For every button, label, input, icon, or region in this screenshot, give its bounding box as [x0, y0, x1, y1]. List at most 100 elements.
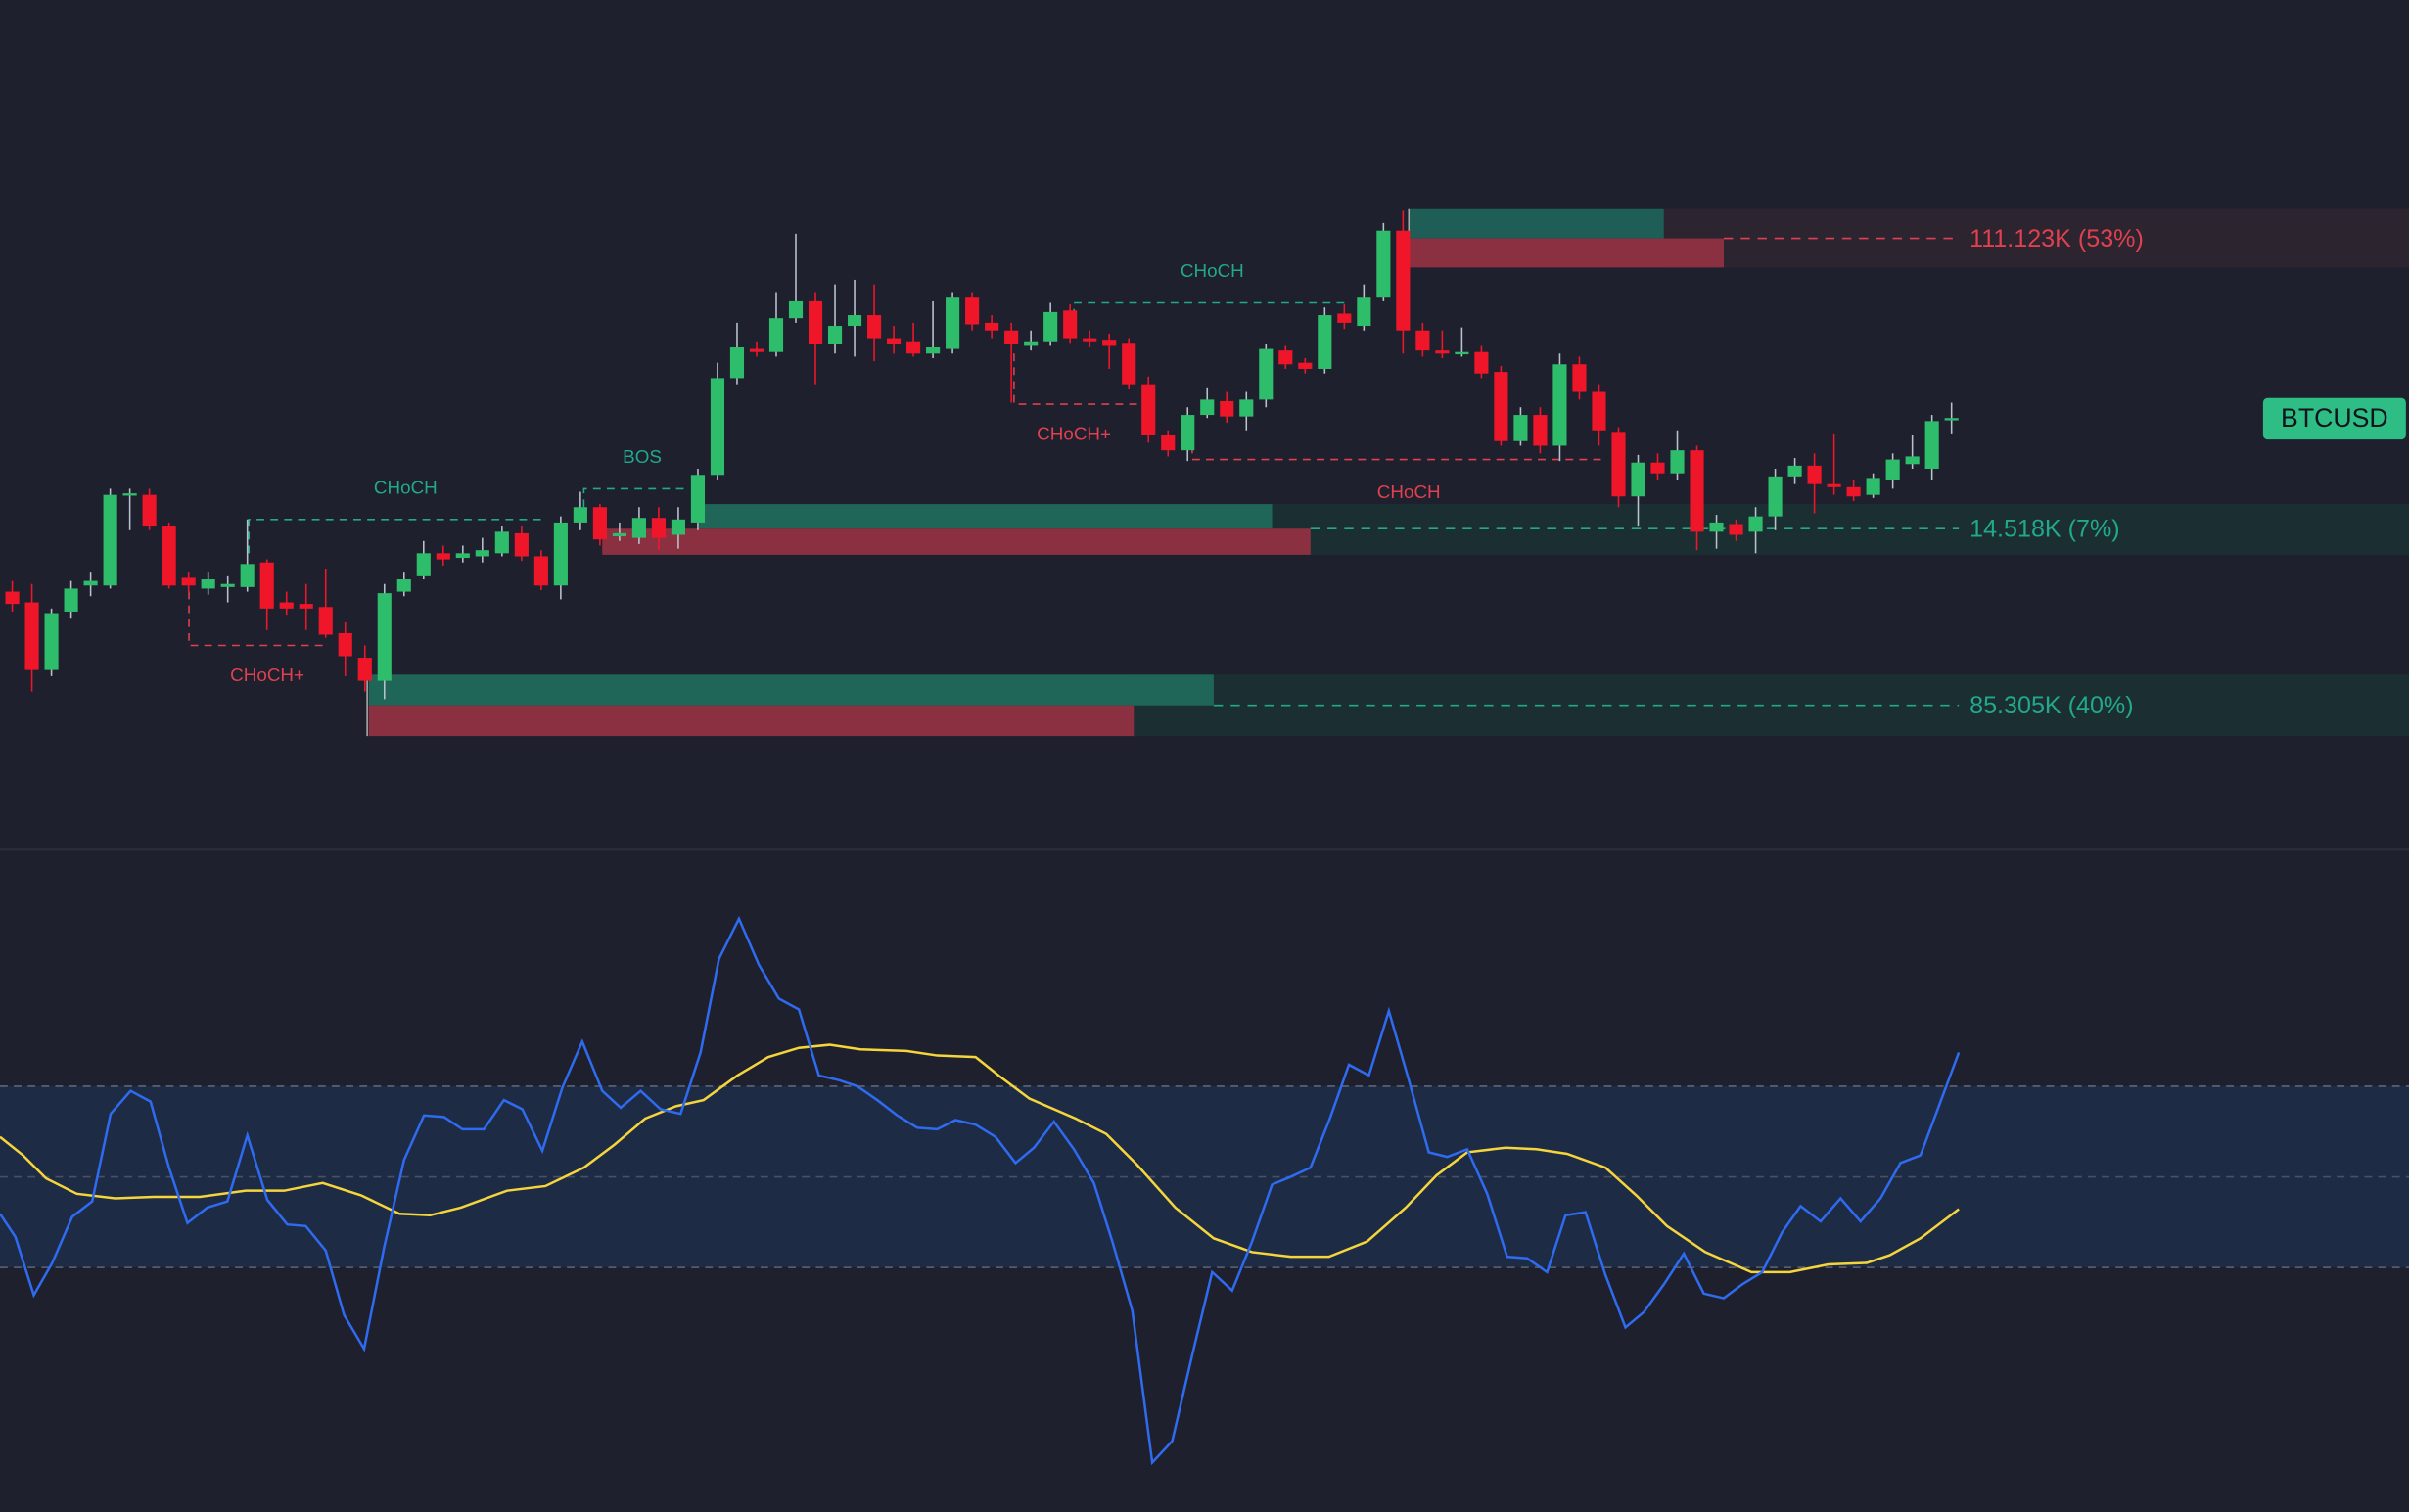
candle-body [1474, 351, 1489, 374]
candle-body [1827, 483, 1841, 487]
candle-body [1161, 435, 1176, 451]
candle-body [318, 607, 333, 635]
candle-body [965, 297, 980, 325]
level-label: 85.305K (40%) [1969, 692, 2134, 719]
candle-body [573, 507, 587, 523]
candle-body [1200, 399, 1215, 416]
candle-body [181, 577, 196, 586]
structure-label: BOS [623, 446, 662, 467]
candle-body [122, 493, 137, 496]
candle-body [64, 588, 78, 612]
candle-body [1552, 364, 1567, 446]
candle-body [1102, 340, 1117, 346]
candle-body [5, 591, 20, 605]
candle-body [1396, 230, 1411, 331]
candle-body [1337, 313, 1352, 323]
symbol-label: BTCUSD [2281, 403, 2388, 433]
candle-body [1298, 362, 1313, 369]
candle-body [710, 378, 725, 476]
candle-body [1690, 450, 1704, 532]
candle-body [1494, 372, 1508, 441]
candle-body [357, 658, 372, 681]
candle-body [533, 556, 548, 586]
candle-body [788, 300, 804, 319]
bear-zone [602, 528, 1311, 555]
candle-body [240, 564, 255, 587]
candle-body [1318, 315, 1332, 369]
candle-body [1572, 364, 1587, 392]
structure-label: CHoCH [1181, 260, 1244, 281]
candle-body [1122, 343, 1136, 385]
candle-body [514, 532, 529, 557]
bear-zone [1409, 238, 1724, 268]
candle-body [44, 613, 59, 670]
candle-body [1866, 478, 1880, 495]
candle-body [1004, 330, 1019, 344]
candle-body [201, 579, 215, 589]
candle-body [906, 341, 921, 354]
bull-zone [368, 674, 1214, 706]
structure-line [248, 519, 546, 554]
candle-body [985, 322, 999, 331]
candle-body [768, 318, 784, 352]
candle-body [142, 494, 157, 527]
candle-body [1807, 465, 1822, 484]
candle-body [455, 553, 470, 559]
candle-body [1631, 462, 1645, 497]
candle-body [1924, 421, 1939, 470]
candle-body [1415, 330, 1430, 351]
candle-body [1043, 311, 1058, 342]
candle-body [377, 593, 392, 681]
candle-body [1905, 456, 1920, 465]
candle-body [866, 315, 882, 339]
structure-line [582, 487, 684, 508]
structure-line [1013, 353, 1145, 405]
bull-zone [699, 504, 1273, 529]
oscillator-pane [0, 915, 2409, 1466]
candle-body [1670, 450, 1685, 474]
candle-body [553, 522, 568, 586]
candle-body [671, 519, 686, 535]
candle-body [220, 583, 235, 587]
candle-body [436, 553, 450, 560]
candle-body [1220, 400, 1234, 417]
candle-body [396, 579, 411, 592]
candle-body [1748, 516, 1763, 532]
candle-body [827, 326, 843, 344]
candle-body [1846, 486, 1861, 497]
candle-body [1024, 341, 1039, 346]
level-label: 14.518K (7%) [1969, 515, 2120, 542]
candle-body [1259, 348, 1274, 400]
candle-body [1513, 415, 1528, 441]
candle-body [1141, 384, 1156, 435]
candle-body [1239, 399, 1254, 417]
candle-body [24, 602, 39, 670]
candle-body [808, 300, 823, 344]
candle-body [1709, 522, 1724, 532]
bear-zone [368, 705, 1135, 737]
structure-label: CHoCH+ [1037, 423, 1111, 443]
candle-body [749, 348, 764, 352]
candle-body [83, 580, 98, 586]
candle-body [494, 531, 509, 554]
candle-body [926, 347, 941, 354]
bull-zone [1409, 208, 1664, 239]
candle-body [475, 550, 489, 557]
candle-body [1435, 350, 1450, 354]
candles [5, 210, 1959, 700]
labels: CHoCH CHoCH+ BOS CHoCH CHoCH+ CHoCH 111.123K (… [230, 225, 2144, 719]
candle-body [162, 526, 176, 586]
candle-body [1650, 462, 1665, 474]
candle-body [279, 602, 294, 609]
candle-body [651, 518, 666, 538]
candle-body [1592, 391, 1606, 431]
candle-body [612, 532, 626, 537]
structure-label: CHoCH+ [230, 664, 304, 685]
order-block-zones [366, 208, 2409, 737]
structure-line [188, 591, 326, 647]
candle-body [338, 632, 352, 657]
candle-body [946, 297, 960, 349]
candle-body [1944, 418, 1959, 421]
candle-body [416, 553, 431, 576]
